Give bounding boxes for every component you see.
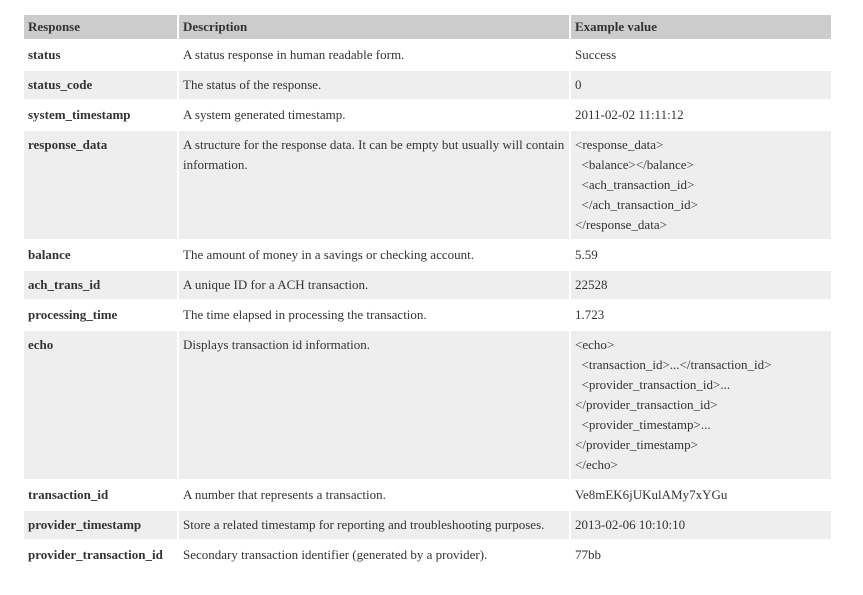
field-example: 5.59 xyxy=(571,241,831,271)
field-name: response_data xyxy=(24,131,179,241)
table-row: system_timestamp A system generated time… xyxy=(24,101,831,131)
field-description: A status response in human readable form… xyxy=(179,41,571,71)
field-name: balance xyxy=(24,241,179,271)
field-description: The time elapsed in processing the trans… xyxy=(179,301,571,331)
field-example: 2013-02-06 10:10:10 xyxy=(571,511,831,541)
field-description: A system generated timestamp. xyxy=(179,101,571,131)
field-example: Success xyxy=(571,41,831,71)
table-row: status_code The status of the response. … xyxy=(24,71,831,101)
table-body: status A status response in human readab… xyxy=(24,41,831,571)
field-example: 0 xyxy=(571,71,831,101)
field-name: echo xyxy=(24,331,179,481)
header-response: Response xyxy=(24,15,179,41)
header-description: Description xyxy=(179,15,571,41)
field-description: The status of the response. xyxy=(179,71,571,101)
field-name: status xyxy=(24,41,179,71)
response-fields-table: Response Description Example value statu… xyxy=(24,15,831,571)
field-description: Displays transaction id information. xyxy=(179,331,571,481)
table-row: status A status response in human readab… xyxy=(24,41,831,71)
field-example: 2011-02-02 11:11:12 xyxy=(571,101,831,131)
table-row: balance The amount of money in a savings… xyxy=(24,241,831,271)
field-name: provider_timestamp xyxy=(24,511,179,541)
field-description: Store a related timestamp for reporting … xyxy=(179,511,571,541)
field-name: processing_time xyxy=(24,301,179,331)
header-example-value: Example value xyxy=(571,15,831,41)
field-name: status_code xyxy=(24,71,179,101)
field-name: provider_transaction_id xyxy=(24,541,179,571)
table-row: response_data A structure for the respon… xyxy=(24,131,831,241)
field-example: 77bb xyxy=(571,541,831,571)
field-example: 1.723 xyxy=(571,301,831,331)
field-example: 22528 xyxy=(571,271,831,301)
field-example: Ve8mEK6jUKulAMy7xYGu xyxy=(571,481,831,511)
table-row: ach_trans_id A unique ID for a ACH trans… xyxy=(24,271,831,301)
field-example: <echo> <transaction_id>...</transaction_… xyxy=(571,331,831,481)
table-row: provider_transaction_id Secondary transa… xyxy=(24,541,831,571)
field-name: ach_trans_id xyxy=(24,271,179,301)
table-header-row: Response Description Example value xyxy=(24,15,831,41)
field-description: A number that represents a transaction. xyxy=(179,481,571,511)
table-row: transaction_id A number that represents … xyxy=(24,481,831,511)
table-row: echo Displays transaction id information… xyxy=(24,331,831,481)
field-example: <response_data> <balance></balance> <ach… xyxy=(571,131,831,241)
field-description: Secondary transaction identifier (genera… xyxy=(179,541,571,571)
table-row: processing_time The time elapsed in proc… xyxy=(24,301,831,331)
field-description: A unique ID for a ACH transaction. xyxy=(179,271,571,301)
field-name: transaction_id xyxy=(24,481,179,511)
table-row: provider_timestamp Store a related times… xyxy=(24,511,831,541)
field-name: system_timestamp xyxy=(24,101,179,131)
field-description: A structure for the response data. It ca… xyxy=(179,131,571,241)
field-description: The amount of money in a savings or chec… xyxy=(179,241,571,271)
table-header: Response Description Example value xyxy=(24,15,831,41)
